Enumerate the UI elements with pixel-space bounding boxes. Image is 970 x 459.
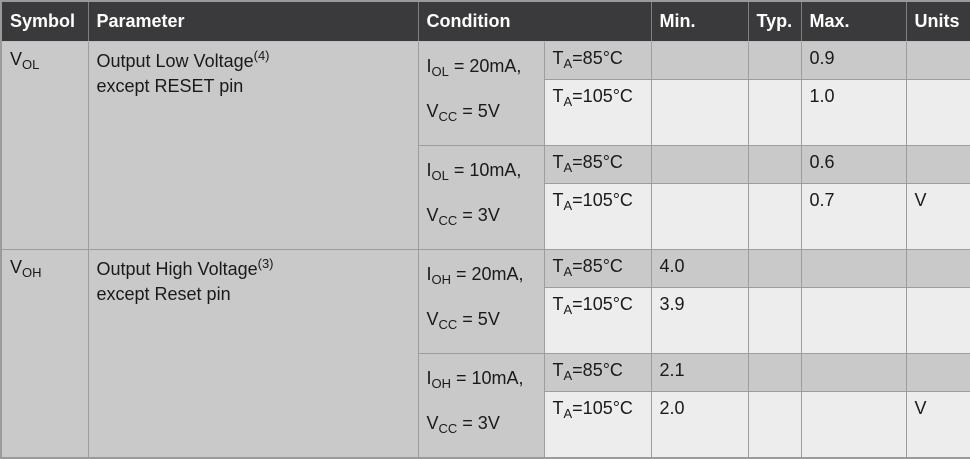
parameter-detail: except RESET pin — [96, 75, 244, 96]
max-cell: 0.6 — [800, 144, 907, 184]
temp-cell: TA=105°C — [543, 287, 652, 355]
max-cell — [800, 248, 907, 289]
units-cell — [905, 287, 970, 355]
table-row: TA=105°C 0.7 V — [1, 182, 970, 250]
max-cell — [800, 353, 907, 393]
table-row: VOL Output Low Voltage(4) except RESET p… — [0, 40, 970, 250]
typ-cell — [747, 287, 802, 355]
min-cell — [650, 182, 749, 250]
sub-text: A — [563, 55, 573, 71]
table-row: IOH = 10mA, VCC = 3V TA=85°C 2.1 — [1, 353, 970, 459]
typ-cell — [747, 78, 802, 146]
sub-text: CC — [438, 316, 458, 332]
sub-text: OH — [431, 376, 452, 392]
min-cell: 4.0 — [650, 248, 749, 289]
condition-voltage: VCC = 5V — [426, 308, 500, 332]
header-condition: Condition — [417, 0, 652, 42]
condition-current: IOL = 10mA, — [426, 159, 522, 183]
units-cell — [905, 353, 970, 393]
min-cell: 2.1 — [650, 353, 749, 393]
typ-cell — [747, 144, 802, 184]
temp-cell: TA=105°C — [543, 78, 652, 146]
min-cell — [650, 144, 749, 184]
units-cell — [905, 144, 970, 184]
min-cell — [650, 40, 749, 80]
sub-text: OH — [22, 264, 42, 280]
condition-cell: IOH = 10mA, VCC = 3V — [417, 353, 545, 459]
units-cell — [905, 78, 970, 146]
temp-cell: TA=105°C — [543, 391, 652, 459]
condition-current: IOL = 20mA, — [426, 55, 522, 79]
typ-cell — [747, 391, 802, 459]
units-cell: V — [905, 182, 970, 250]
table-row: IOL = 10mA, VCC = 3V TA=85°C 0.6 — [1, 144, 970, 250]
footnote-ref: (4) — [253, 47, 270, 63]
condition-current: IOH = 10mA, — [426, 368, 524, 392]
header-typ: Typ. — [747, 0, 802, 42]
header-max: Max. — [800, 0, 907, 42]
header-min: Min. — [650, 0, 749, 42]
min-cell: 2.0 — [650, 391, 749, 459]
max-cell — [800, 391, 907, 459]
max-cell — [800, 287, 907, 355]
table-row: TA=105°C 3.9 — [1, 287, 970, 355]
temp-cell: TA=85°C — [543, 144, 652, 184]
condition-cell: IOH = 20mA, VCC = 5V — [417, 248, 545, 355]
parameter-detail: except Reset pin — [96, 283, 231, 304]
min-cell — [650, 78, 749, 146]
sub-text: A — [563, 368, 573, 384]
sub-text: A — [563, 93, 573, 109]
sub-text: OL — [22, 56, 40, 72]
typ-cell — [747, 353, 802, 393]
condition-voltage: VCC = 3V — [426, 204, 500, 228]
units-cell: V — [905, 391, 970, 459]
header-row: Symbol Parameter Condition Min. Typ. Max… — [0, 0, 970, 42]
sub-text: A — [563, 406, 573, 422]
units-cell — [905, 248, 970, 289]
table-row: VOH Output High Voltage(3) except Reset … — [0, 248, 970, 459]
sub-text: A — [563, 159, 573, 175]
sub-text: CC — [438, 108, 458, 124]
sub-text: A — [563, 302, 573, 318]
max-cell: 0.9 — [800, 40, 907, 80]
condition-cell: IOL = 20mA, VCC = 5V — [417, 40, 545, 146]
condition-cell: IOL = 10mA, VCC = 3V — [417, 144, 545, 250]
condition-voltage: VCC = 3V — [426, 413, 500, 437]
header-parameter: Parameter — [87, 0, 419, 42]
table-row: TA=105°C 1.0 — [1, 78, 970, 146]
typ-cell — [747, 182, 802, 250]
table-row: TA=105°C 2.0 V — [1, 391, 970, 459]
temp-cell: TA=85°C — [543, 40, 652, 80]
sub-text: CC — [438, 421, 458, 437]
sub-text: OH — [431, 271, 452, 287]
condition-voltage: VCC = 5V — [426, 100, 500, 124]
sub-text: OL — [431, 63, 449, 79]
units-cell — [905, 40, 970, 80]
parameter-cell-voh: Output High Voltage(3) except Reset pin — [87, 248, 419, 459]
typ-cell — [747, 40, 802, 80]
sub-text: A — [563, 263, 573, 279]
symbol-cell-voh: VOH — [0, 248, 89, 459]
condition-current: IOH = 20mA, — [426, 263, 524, 287]
max-cell: 1.0 — [800, 78, 907, 146]
temp-cell: TA=105°C — [543, 182, 652, 250]
temp-cell: TA=85°C — [543, 353, 652, 393]
symbol-cell-vol: VOL — [0, 40, 89, 250]
typ-cell — [747, 248, 802, 289]
parameter-name: Output High Voltage(3) — [96, 255, 274, 279]
parameter-name: Output Low Voltage(4) — [96, 47, 270, 71]
sub-text: OL — [431, 167, 449, 183]
temp-cell: TA=85°C — [543, 248, 652, 289]
footnote-ref: (3) — [257, 255, 274, 271]
header-units: Units — [905, 0, 970, 42]
min-cell: 3.9 — [650, 287, 749, 355]
max-cell: 0.7 — [800, 182, 907, 250]
sub-text: CC — [438, 212, 458, 228]
header-symbol: Symbol — [0, 0, 89, 42]
parameter-cell-vol: Output Low Voltage(4) except RESET pin — [87, 40, 419, 250]
sub-text: A — [563, 197, 573, 213]
